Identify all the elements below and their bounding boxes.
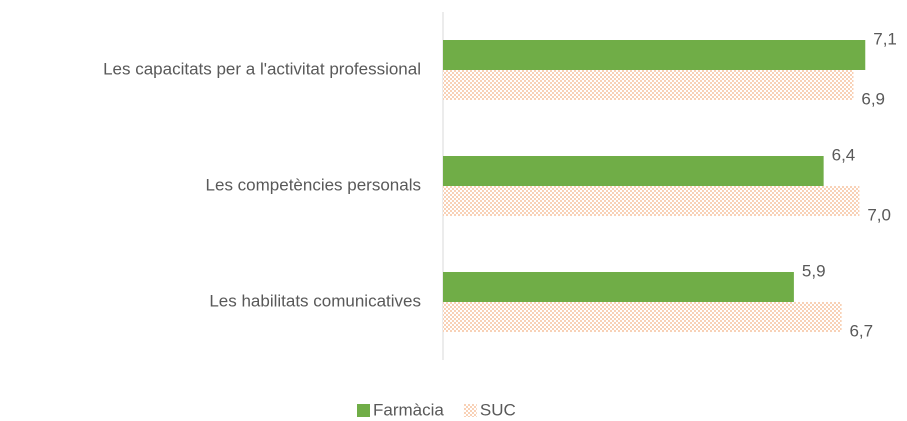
bar xyxy=(443,156,824,186)
bar xyxy=(443,186,860,216)
legend-label: Farmàcia xyxy=(373,400,444,419)
value-label: 5,9 xyxy=(802,261,826,280)
value-label: 6,9 xyxy=(861,89,885,108)
legend-swatch xyxy=(463,404,477,417)
value-label: 7,1 xyxy=(873,29,897,48)
legend-label: SUC xyxy=(480,400,516,419)
bar xyxy=(443,40,866,70)
bar xyxy=(443,70,854,100)
bar xyxy=(443,302,842,332)
value-label: 6,4 xyxy=(832,145,856,164)
bar xyxy=(443,272,794,302)
y-tick-label: Les habilitats comunicatives xyxy=(209,291,421,310)
y-tick-label: Les capacitats per a l'activitat profess… xyxy=(103,59,421,78)
legend-swatch xyxy=(357,404,370,417)
value-label: 7,0 xyxy=(867,205,891,224)
y-tick-label: Les competències personals xyxy=(206,175,421,194)
value-label: 6,7 xyxy=(849,321,873,340)
